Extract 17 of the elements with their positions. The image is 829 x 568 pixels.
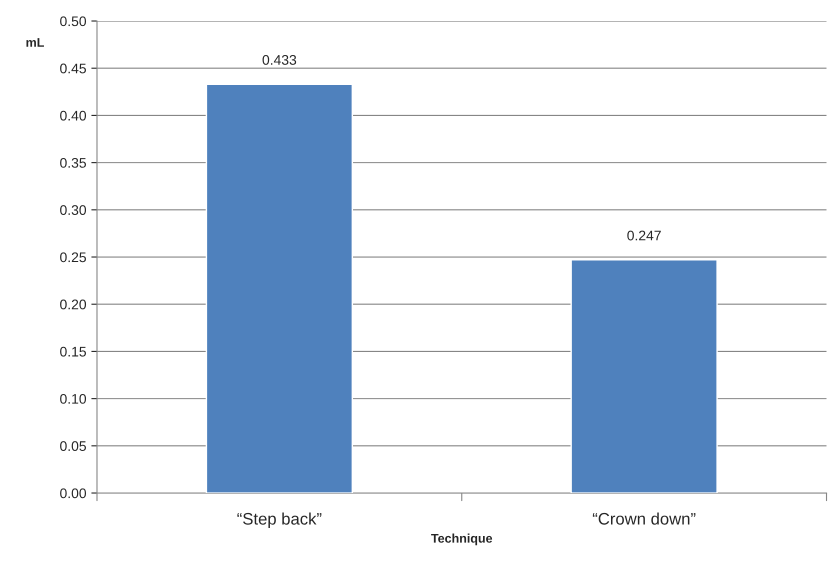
x-axis-title: Technique (431, 534, 492, 546)
y-tick-label: 0.50 (60, 16, 86, 26)
x-tick-label: “Crown down” (592, 512, 696, 525)
y-tick-label: 0.25 (60, 252, 86, 262)
y-tick-label: 0.45 (60, 64, 86, 74)
data-label: 0.247 (627, 230, 661, 240)
y-tick-label: 0.10 (60, 394, 86, 404)
y-tick-label: 0.00 (60, 488, 86, 498)
y-axis-title: mL (26, 38, 44, 47)
y-tick-label: 0.20 (60, 300, 86, 310)
y-tick-label: 0.30 (60, 205, 86, 215)
y-tick-label: 0.15 (60, 346, 86, 357)
y-tick-label: 0.40 (60, 110, 86, 121)
y-tick-label: 0.35 (60, 158, 86, 168)
data-label: 0.433 (262, 55, 296, 65)
y-tick-label: 0.05 (60, 441, 86, 451)
x-tick-label: “Step back” (237, 512, 322, 528)
